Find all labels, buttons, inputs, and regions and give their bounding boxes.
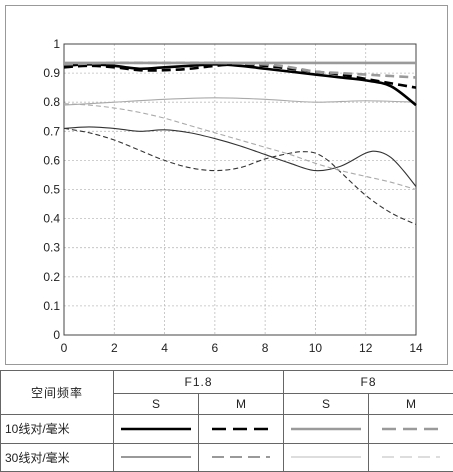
row-30lp: 30线对/毫米 (0, 442, 114, 472)
swatch-f8-10-s (283, 414, 370, 444)
swatch-f8-30-s (283, 442, 370, 472)
swatch-f18-10-s (113, 414, 199, 444)
x-tick-label: 2 (111, 341, 118, 355)
col-s-f1-8: S (113, 393, 199, 415)
swatch-f8-30-m (368, 442, 453, 472)
y-tick-label: 0.7 (43, 124, 60, 138)
swatch-f18-30-s (113, 442, 199, 472)
tick-labels: 00.10.20.30.40.50.60.70.80.910 2 4 6 8 10 12 14 (43, 37, 423, 355)
x-tick-label: 8 (262, 341, 269, 355)
x-tick-label: 10 (309, 341, 323, 355)
x-tick-label: 14 (409, 341, 423, 355)
series-lines (63, 61, 417, 225)
x-tick-label: 4 (161, 341, 168, 355)
y-tick-label: 1 (53, 37, 60, 51)
y-tick-label: 0.4 (43, 212, 60, 226)
y-tick-label: 0.9 (43, 66, 60, 80)
col-m-f1-8: M (197, 393, 285, 415)
x-tick-label: 12 (359, 341, 373, 355)
series-line-f18-30-m (63, 127, 417, 225)
series-line-f18-10-m (63, 63, 417, 89)
y-tick-label: 0.1 (43, 299, 60, 313)
legend-table: 空间频率 F1.8 F8 S M S M 10线对/毫米 30线对/毫米 (0, 370, 453, 472)
x-tick-label: 6 (212, 341, 219, 355)
grid-lines (64, 44, 416, 335)
mtf-chart: 00.10.20.30.40.50.60.70.80.910 2 4 6 8 10 12 14 (43, 37, 423, 355)
x-tick-label: 0 (61, 341, 68, 355)
y-tick-label: 0.2 (43, 270, 60, 284)
swatch-f18-30-m (197, 442, 285, 472)
y-tick-label: 0.8 (43, 95, 60, 109)
aperture-f8-header: F8 (283, 370, 453, 394)
swatch-f8-10-m (368, 414, 453, 444)
aperture-f1-8-header: F1.8 (112, 370, 285, 394)
y-tick-label: 0.6 (43, 153, 60, 167)
series-line-f8-10-m (63, 61, 417, 79)
col-s-f8: S (283, 393, 370, 415)
col-m-f8: M (368, 393, 453, 415)
y-tick-label: 0 (53, 328, 60, 342)
series-line-f8-30-s (63, 97, 417, 106)
y-tick-label: 0.5 (43, 183, 60, 197)
series-line-f18-10-s (63, 63, 417, 107)
row-10lp: 10线对/毫米 (0, 414, 114, 444)
y-tick-label: 0.3 (43, 241, 60, 255)
series-line-f18-30-s (63, 126, 417, 187)
mtf-chart-frame: 0 0.1 0.2 0.3 0.4 0.5 0.6 0.7 0.8 0.9 1 0 2 4 6 8 10 12 14 (5, 5, 448, 365)
swatch-f18-10-m (197, 414, 285, 444)
legend-title: 空间频率 (0, 370, 114, 415)
series-line-f8-30-m (63, 103, 417, 191)
